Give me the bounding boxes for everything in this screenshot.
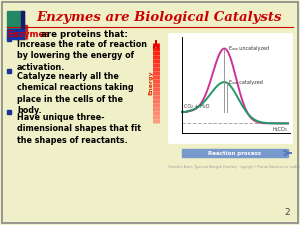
Bar [182, 149, 288, 157]
Text: Eₐₐₐ catalyzed: Eₐₐₐ catalyzed [230, 80, 263, 85]
Text: Chemistry: Atoms, Types and Biological Chemistry   Copyright © Pearson Education: Chemistry: Atoms, Types and Biological C… [168, 165, 300, 169]
Text: CO₂ + H₂O: CO₂ + H₂O [184, 104, 209, 109]
Text: Have unique three-
dimensional shapes that fit
the shapes of reactants.: Have unique three- dimensional shapes th… [17, 113, 141, 145]
Bar [7, 29, 24, 39]
Bar [15, 33, 27, 39]
Bar [21, 11, 24, 28]
Text: are proteins that:: are proteins that: [38, 30, 128, 39]
Text: 2: 2 [284, 208, 290, 217]
Text: Increase the rate of reaction
by lowering the energy of
activation.: Increase the rate of reaction by lowerin… [17, 40, 147, 72]
Text: H₂CO₃: H₂CO₃ [272, 127, 287, 132]
Text: Enzymes are Biological Catalysts: Enzymes are Biological Catalysts [36, 11, 281, 25]
Text: Eₐₐₐ uncatalyzed: Eₐₐₐ uncatalyzed [230, 46, 269, 51]
Bar [7, 36, 11, 40]
Text: Energy: Energy [148, 71, 154, 95]
Text: Enzymes: Enzymes [7, 30, 50, 39]
Bar [7, 11, 24, 28]
Text: Reaction process: Reaction process [208, 151, 262, 155]
Bar [15, 25, 27, 34]
Text: Catalyze nearly all the
chemical reactions taking
place in the cells of the
body: Catalyze nearly all the chemical reactio… [17, 72, 134, 115]
Bar [7, 68, 11, 72]
Bar [168, 33, 292, 143]
Bar [7, 110, 11, 113]
